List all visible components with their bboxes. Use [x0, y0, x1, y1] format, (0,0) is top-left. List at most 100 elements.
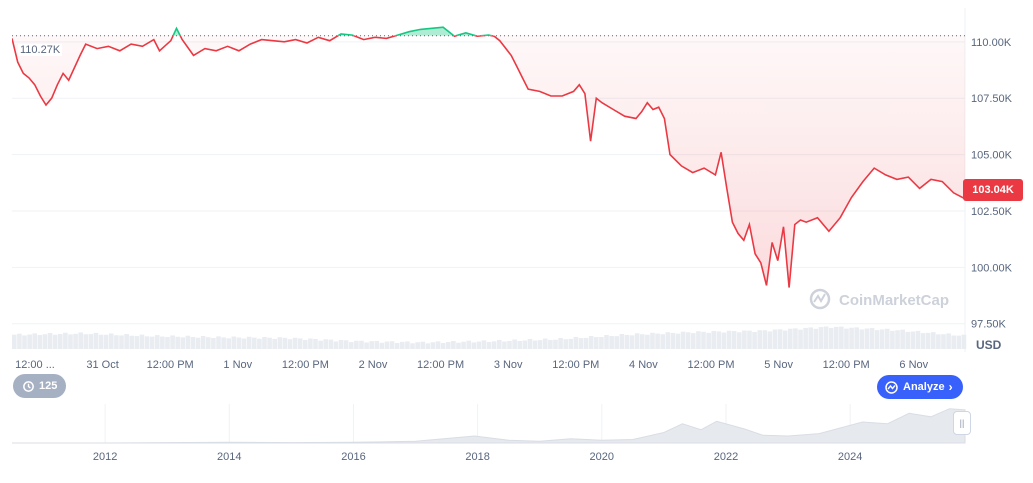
- volume-bar: [231, 336, 237, 349]
- x-tick-label: 1 Nov: [223, 359, 252, 371]
- volume-bar: [251, 337, 257, 349]
- history-badge[interactable]: 125: [13, 374, 67, 398]
- x-tick-label: 12:00 PM: [687, 359, 734, 371]
- volume-bar: [685, 332, 691, 349]
- volume-bar: [32, 333, 38, 349]
- volume-bar: [537, 340, 543, 349]
- volume-bar: [389, 341, 395, 349]
- volume-bar: [93, 332, 99, 349]
- volume-bar: [160, 336, 165, 349]
- volume-bar: [691, 333, 696, 349]
- volume-bar: [859, 329, 865, 349]
- volume-bar: [394, 343, 400, 349]
- grid-lines: [12, 41, 965, 325]
- volume-bar: [808, 327, 814, 349]
- volume-bar: [680, 331, 686, 349]
- volume-bar: [660, 334, 665, 349]
- volume-bar: [435, 341, 441, 349]
- volume-bar: [629, 335, 635, 349]
- volume-bar: [466, 340, 471, 349]
- mini-x-tick-label: 2012: [93, 451, 117, 463]
- volume-bar: [583, 337, 589, 349]
- volume-bar: [869, 328, 875, 349]
- volume-bar: [374, 340, 380, 349]
- volume-bar: [262, 337, 267, 349]
- volume-bar: [343, 340, 349, 349]
- volume-bar: [951, 335, 956, 349]
- volume-bar: [52, 334, 58, 349]
- coinmarketcap-logo-icon: [809, 288, 831, 310]
- range-drag-handle-icon[interactable]: ||: [953, 411, 971, 435]
- volume-bar: [782, 330, 788, 349]
- volume-bar: [665, 332, 671, 349]
- volume-bar: [471, 342, 477, 349]
- volume-bar: [941, 334, 946, 349]
- volume-bar: [410, 343, 415, 349]
- mini-x-tick-label: 2014: [217, 451, 241, 463]
- volume-bar: [650, 332, 655, 349]
- volume-bar: [68, 334, 73, 349]
- below-reference-area: [12, 35, 965, 288]
- volume-bar: [200, 336, 206, 349]
- volume-bar: [701, 331, 706, 349]
- volume-bar: [879, 329, 885, 349]
- volume-bar: [655, 333, 660, 349]
- volume-bar: [348, 342, 354, 349]
- volume-bar: [139, 334, 145, 349]
- volume-bar: [456, 342, 461, 349]
- volume-bar: [292, 337, 298, 349]
- volume-bar: [588, 335, 594, 349]
- volume-bar: [721, 332, 727, 349]
- volume-bar: [915, 330, 921, 349]
- volume-bar: [154, 335, 160, 349]
- volume-bar: [895, 330, 900, 349]
- mini-chart-axis: 2012 2014 2016 2018 2020 2022 2024: [93, 451, 863, 463]
- volume-bar: [451, 341, 456, 349]
- volume-bar: [502, 341, 507, 349]
- volume-bar: [936, 334, 941, 349]
- volume-bar: [359, 340, 364, 349]
- x-tick-label: 3 Nov: [494, 359, 523, 371]
- volume-bar: [206, 337, 211, 349]
- x-tick-label: 31 Oct: [86, 359, 118, 371]
- analyze-button[interactable]: Analyze ›: [877, 375, 963, 399]
- volume-bar: [634, 333, 640, 349]
- volume-bar: [236, 337, 242, 349]
- volume-bar: [925, 332, 931, 349]
- mini-x-tick-label: 2018: [465, 451, 489, 463]
- volume-bar: [211, 338, 216, 349]
- volume-bar: [308, 338, 313, 349]
- volume-bar: [614, 336, 620, 349]
- y-tick-label: 107.50K: [971, 93, 1013, 105]
- volume-bar: [803, 327, 808, 349]
- volume-bar: [400, 341, 405, 349]
- volume-bar: [956, 335, 962, 349]
- volume-bar: [185, 335, 191, 349]
- volume-bar: [833, 326, 839, 349]
- volume-bar: [818, 327, 824, 349]
- volume-bar: [813, 328, 819, 349]
- volume-bar: [354, 340, 359, 349]
- volume-bar: [415, 342, 420, 349]
- history-icon: [23, 380, 34, 392]
- volume-bar: [440, 343, 446, 349]
- reference-value-label: 110.27K: [18, 44, 63, 56]
- volume-bar: [88, 334, 94, 349]
- y-tick-label: 110.00K: [971, 37, 1012, 49]
- volume-bar: [849, 327, 854, 349]
- volume-bar: [762, 330, 768, 349]
- volume-bar: [109, 333, 114, 349]
- volume-bar: [757, 330, 762, 349]
- volume-bar: [696, 331, 701, 349]
- volume-bar: [277, 337, 283, 349]
- volume-bar: [119, 335, 124, 349]
- volume-bar: [558, 337, 563, 349]
- volume-bar: [910, 331, 916, 349]
- price-line-down: [12, 35, 965, 288]
- volume-bar: [512, 339, 517, 349]
- x-tick-label: 12:00 PM: [282, 359, 329, 371]
- volume-bar: [384, 341, 390, 349]
- volume-bar: [532, 340, 538, 349]
- volume-bar: [777, 329, 783, 349]
